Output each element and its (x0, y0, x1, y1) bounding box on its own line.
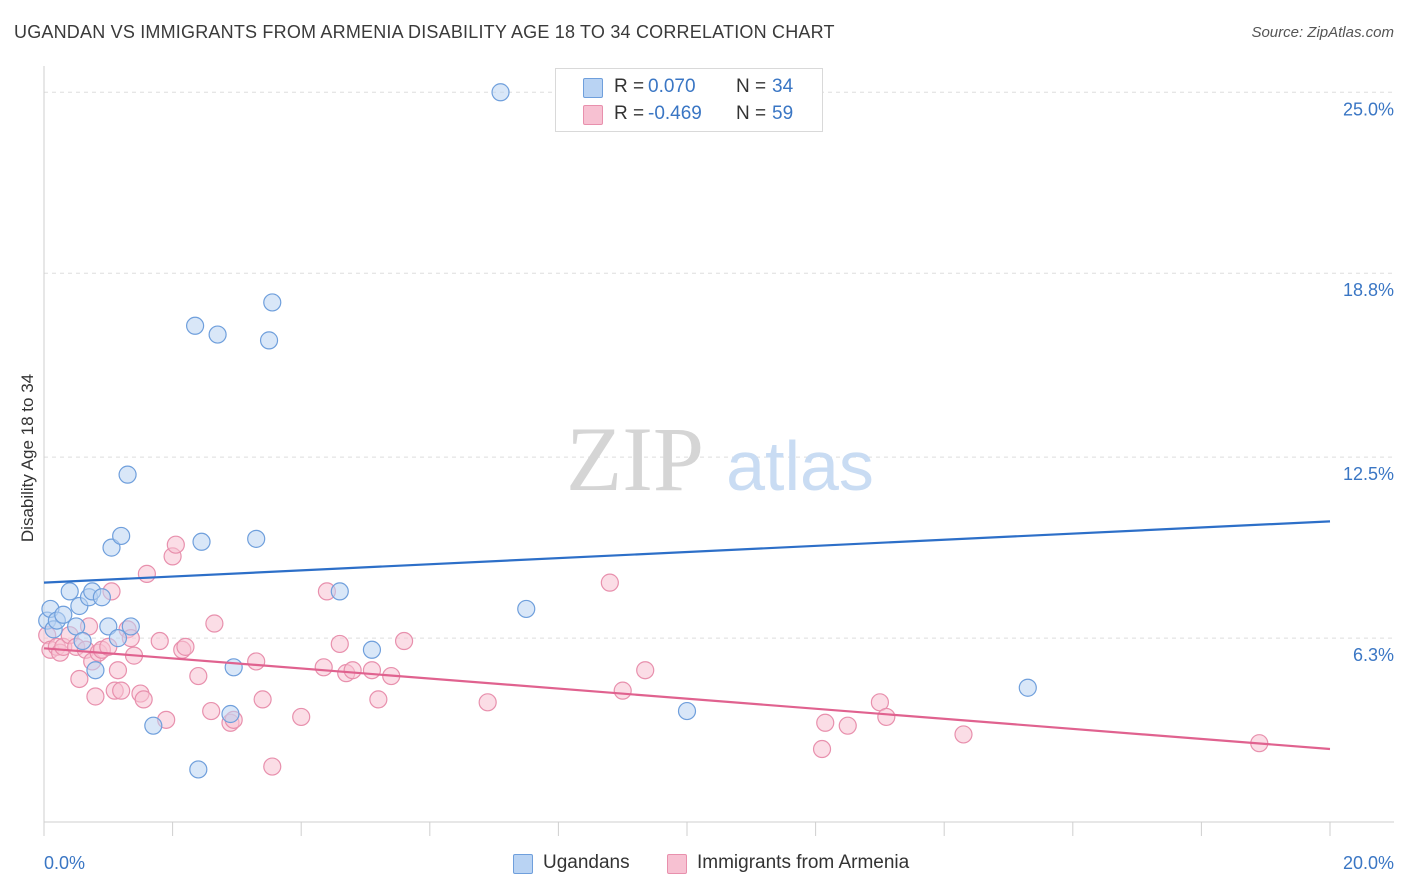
data-point (1018, 678, 1037, 697)
legend-n-label: N = (736, 103, 767, 124)
legend-row-ugandans: R = 0.070 N = 34 (556, 74, 822, 100)
data-point (816, 713, 835, 732)
data-point (636, 661, 655, 680)
data-point (186, 316, 205, 335)
data-point (102, 538, 121, 557)
data-point (70, 669, 89, 689)
y-tick-label: 18.8% (1343, 280, 1394, 300)
y-tick-label: 6.3% (1353, 645, 1394, 665)
data-point (517, 599, 536, 619)
legend-n-value: 34 (772, 76, 794, 97)
data-point (121, 617, 140, 636)
data-point (189, 760, 208, 779)
data-point (838, 716, 857, 735)
legend-r-value: -0.469 (648, 103, 702, 124)
x-tick-label: 20.0% (1343, 853, 1394, 873)
data-point (208, 325, 227, 344)
axes (43, 66, 1394, 836)
data-point (478, 693, 497, 712)
legend-r-label: R = (614, 103, 645, 124)
data-point (112, 526, 131, 546)
legend-r-value: 0.070 (648, 76, 696, 97)
data-point (192, 532, 211, 551)
data-point (263, 757, 282, 776)
data-point (677, 701, 697, 721)
data-point (202, 701, 221, 721)
data-point (60, 582, 79, 601)
watermark-zip: ZIP (566, 408, 704, 510)
tick-labels: 6.3% 12.5% 18.8% 25.0% 0.0% 20.0% (44, 99, 1394, 873)
trend-lines (43, 520, 1331, 751)
data-point (86, 661, 105, 680)
data-point (224, 658, 243, 677)
data-point (362, 640, 382, 659)
data-point (330, 634, 349, 654)
data-point (176, 637, 195, 656)
chart-title: UGANDAN VS IMMIGRANTS FROM ARMENIA DISAB… (14, 22, 835, 42)
x-tick-label: 0.0% (44, 853, 85, 873)
data-point (112, 681, 131, 700)
data-point (92, 588, 111, 607)
y-tick-label: 25.0% (1343, 99, 1394, 119)
data-point (108, 629, 128, 648)
bottom-legend-swatch-blue (513, 854, 533, 874)
data-point (263, 293, 282, 312)
data-point (369, 690, 388, 709)
y-tick-label: 12.5% (1343, 464, 1394, 484)
legend-r-label: R = (614, 76, 645, 97)
data-point (73, 631, 92, 651)
trend-line-ugandans (43, 520, 1331, 584)
data-point (253, 690, 272, 709)
bottom-legend-swatch-pink (667, 854, 687, 874)
data-point (189, 666, 208, 686)
data-point (613, 681, 632, 700)
series-immigrants-from-armenia (38, 535, 1269, 776)
data-point (600, 573, 619, 592)
data-point (330, 582, 349, 601)
data-point (314, 658, 333, 677)
data-point (221, 704, 240, 724)
legend-swatch-blue (583, 78, 603, 98)
data-point (166, 535, 185, 554)
series-ugandans (38, 83, 1037, 779)
correlation-legend: R = 0.070 N = 34 R = -0.469 N = 59 (555, 68, 823, 132)
data-point (134, 690, 153, 709)
legend-n-label: N = (736, 76, 767, 97)
data-point (259, 331, 279, 350)
legend-row-armenia: R = -0.469 N = 59 (556, 101, 822, 127)
data-point (108, 661, 128, 680)
bottom-legend-label: Immigrants from Armenia (697, 852, 910, 873)
data-point (954, 725, 973, 744)
data-point (394, 631, 414, 651)
data-point (343, 661, 362, 680)
data-point (137, 564, 156, 583)
data-point (362, 661, 382, 680)
watermark-atlas: atlas (726, 427, 874, 505)
data-point (812, 739, 832, 759)
source-label: Source: ZipAtlas.com (1251, 24, 1394, 41)
data-point (247, 529, 266, 548)
data-point (118, 465, 137, 484)
data-point (292, 707, 311, 727)
data-point (150, 631, 169, 651)
data-point (86, 687, 105, 706)
data-point (491, 83, 510, 102)
data-point (205, 614, 224, 633)
data-point (247, 652, 266, 671)
data-point (54, 605, 73, 624)
data-point (99, 617, 118, 636)
trend-line-armenia (43, 647, 1331, 751)
data-point (144, 716, 163, 735)
bottom-legend-label: Ugandans (543, 852, 630, 873)
grid-lines (44, 91, 1394, 639)
data-point (877, 707, 896, 727)
legend-swatch-pink (583, 105, 603, 125)
legend-n-value: 59 (772, 103, 794, 124)
